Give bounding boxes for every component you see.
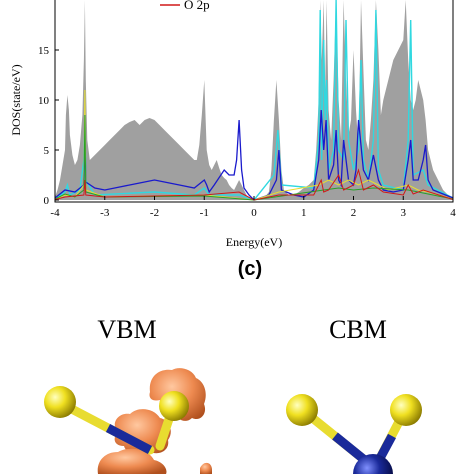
cbm-atom-center	[353, 454, 393, 474]
axis-ticks: -4 -3 -2 -1 0 1 2 3 4 0 5 10 15	[38, 45, 456, 219]
legend: O 2p	[160, 0, 210, 12]
y-axis-label: DOS(state/eV)	[9, 64, 23, 135]
x-tick-label: -3	[100, 207, 110, 219]
panel-label: (c)	[238, 258, 262, 280]
x-tick-label: 4	[450, 207, 456, 219]
dos-series	[55, 0, 453, 201]
dos-series-total	[55, 0, 453, 200]
vbm-bond-left-blue	[105, 424, 153, 454]
legend-label: O 2p	[184, 0, 210, 12]
y-tick-label: 10	[38, 95, 50, 107]
vbm-atom-left	[44, 386, 76, 418]
cbm-atom-right	[390, 394, 422, 426]
x-tick-label: -1	[200, 207, 209, 219]
y-tick-label: 5	[44, 145, 50, 157]
vbm-orbital-lobe-right	[200, 462, 212, 474]
x-axis-label: Energy(eV)	[226, 235, 282, 249]
cbm-title: CBM	[329, 315, 387, 344]
y-tick-label: 15	[38, 45, 50, 57]
y-tick-label: 0	[44, 195, 50, 207]
x-tick-label: -2	[150, 207, 159, 219]
cbm-atom-left	[286, 394, 318, 426]
x-tick-label: 0	[251, 207, 257, 219]
x-tick-label: 2	[351, 207, 357, 219]
cbm-structure	[286, 394, 422, 474]
x-tick-label: -4	[50, 207, 60, 219]
dos-series-cyan	[55, 0, 453, 201]
dos-series-red	[55, 168, 453, 201]
x-tick-label: 1	[301, 207, 307, 219]
x-tick-label: 3	[401, 207, 407, 219]
vbm-title: VBM	[97, 315, 156, 344]
vbm-orbital-lobe-lower	[97, 448, 167, 474]
vbm-atom-right	[159, 391, 189, 421]
dos-plot: -4 -3 -2 -1 0 1 2 3 4 0 5 10 15 O 2p DOS(state/eV) E…	[9, 0, 456, 280]
vbm-structure	[44, 368, 212, 474]
